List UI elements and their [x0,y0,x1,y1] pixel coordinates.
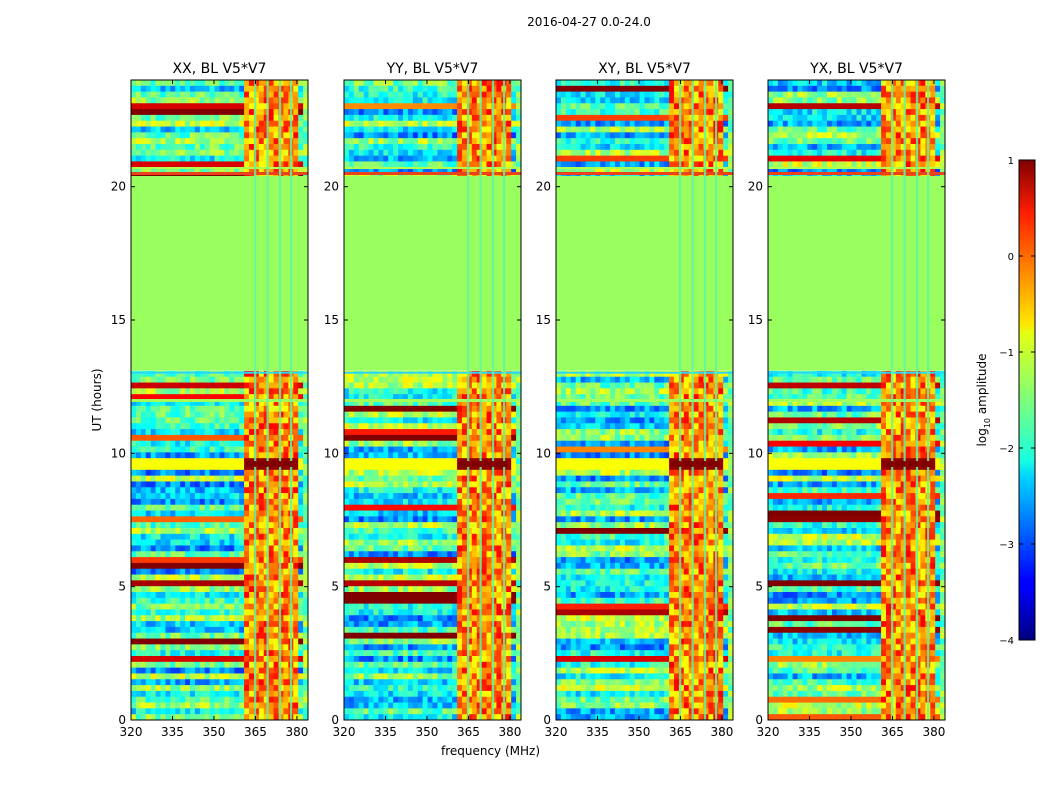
y-tick-label: 5 [118,580,126,594]
x-tick-label: 350 [840,725,863,739]
y-tick-label: 15 [536,313,551,327]
no-data-band [768,176,945,371]
colorbar-tick-label: −2 [999,444,1014,455]
x-tick-label: 320 [120,725,143,739]
panel-title: XX, BL V5*V7 [173,61,267,77]
y-tick-label: 20 [111,180,126,194]
no-data-band [131,176,308,371]
y-tick-label: 15 [111,313,126,327]
spectrogram-panel: XX, BL V5*V7 320 335 350 365 380 0 5 10 15 20 UT (h… [90,61,309,739]
colorbar-tick-label: 0 [1008,252,1014,263]
spectrogram-panel: YY, BL V5*V7 320 335 350 365 380 0 5 10 15 20 frequ… [324,61,540,758]
colorbar: 10−1−2−3−4 log10 amplitude [975,156,1036,647]
x-tick-label: 320 [545,725,568,739]
x-tick-label: 350 [628,725,651,739]
y-tick-label: 0 [331,713,339,727]
colorbar-tick-label: −1 [999,348,1014,359]
colorbar-label-amplitude: amplitude [975,354,989,418]
y-tick-label: 0 [755,713,763,727]
colorbar-tick-label: −3 [999,540,1014,551]
x-axis-label: frequency (MHz) [441,744,540,758]
spectrogram-image [344,80,521,720]
y-tick-label: 20 [324,180,339,194]
spectrogram-panel: YX, BL V5*V7 320 335 350 365 380 0 5 10 15 20 [748,61,946,739]
colorbar-label-log: log [975,428,989,446]
y-tick-label: 20 [536,180,551,194]
y-tick-label: 15 [748,313,763,327]
panel-frame [767,79,946,721]
x-tick-label: 365 [669,725,692,739]
panel-title: XY, BL V5*V7 [598,61,691,77]
colorbar-gradient [1018,159,1036,641]
figure-suptitle: 2016-04-27 0.0-24.0 [527,15,651,29]
colorbar-label-base: 10 [983,418,992,428]
panel-frame [343,79,522,721]
spectrogram-image [768,80,945,720]
panel-title: YY, BL V5*V7 [386,61,479,77]
panel-frame [130,79,309,721]
y-tick-label: 10 [748,446,763,460]
x-tick-label: 380 [498,725,521,739]
x-tick-label: 365 [881,725,904,739]
x-tick-label: 320 [333,725,356,739]
y-tick-label: 10 [536,446,551,460]
y-tick-label: 0 [118,713,126,727]
spectrogram-image [131,80,308,720]
y-tick-label: 5 [543,580,551,594]
x-tick-label: 380 [922,725,945,739]
x-tick-label: 350 [203,725,226,739]
spectrogram-panel: XY, BL V5*V7 320 335 350 365 380 0 5 10 15 20 [536,61,734,739]
spectrogram-image [556,80,733,720]
x-tick-label: 335 [798,725,821,739]
y-tick-label: 15 [324,313,339,327]
x-tick-label: 365 [244,725,267,739]
x-tick-label: 350 [416,725,439,739]
colorbar-label: log10 amplitude [975,354,992,447]
colorbar-tick-label: 1 [1008,156,1014,167]
panel-frame [555,79,734,721]
y-tick-label: 5 [755,580,763,594]
no-data-band [556,176,733,371]
no-data-band [344,176,521,371]
x-tick-label: 335 [586,725,609,739]
x-tick-label: 380 [710,725,733,739]
y-tick-label: 5 [331,580,339,594]
y-tick-label: 0 [543,713,551,727]
y-axis-label: UT (hours) [90,368,104,431]
x-tick-label: 335 [161,725,184,739]
x-tick-label: 380 [285,725,308,739]
panel-title: YX, BL V5*V7 [809,61,903,77]
x-tick-label: 335 [374,725,397,739]
y-tick-label: 10 [324,446,339,460]
x-tick-label: 320 [757,725,780,739]
y-tick-label: 10 [111,446,126,460]
y-tick-label: 20 [748,180,763,194]
x-tick-label: 365 [457,725,480,739]
colorbar-tick-label: −4 [999,636,1014,647]
